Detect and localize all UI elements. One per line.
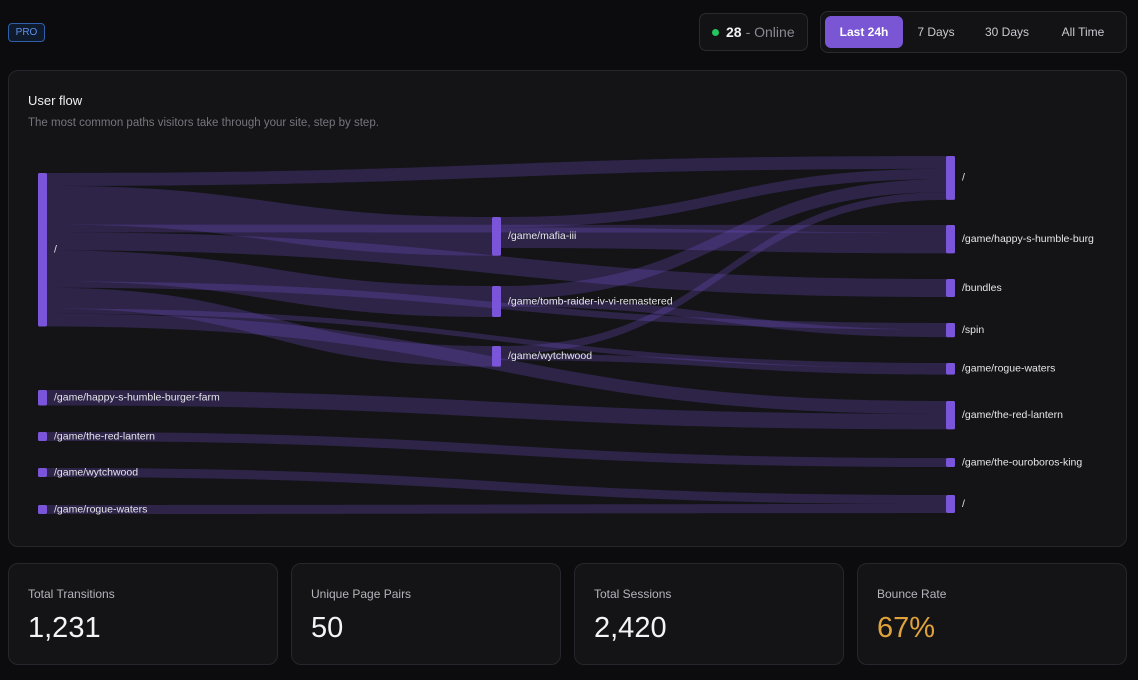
stat-card: Total Transitions 1,231 [8,563,278,665]
flow-node [946,363,955,375]
stat-label: Total Transitions [28,587,115,601]
online-count: 28 [726,24,742,40]
flow-node [492,286,501,317]
stat-card: Unique Page Pairs 50 [291,563,561,665]
online-label: - Online [745,24,795,40]
node-label: / [962,172,965,184]
stat-card: Bounce Rate 67% [857,563,1127,665]
flow-link [501,353,946,375]
flow-card: User flow The most common paths visitors… [8,70,1127,547]
node-label: /game/the-ouroboros-king [962,456,1082,468]
node-label: /game/happy-s-humble-burger-farm [54,392,220,404]
stat-card: Total Sessions 2,420 [574,563,844,665]
flow-link [47,308,946,369]
range-tab[interactable]: 30 Days [984,25,1030,39]
node-label: /game/wytchwood [54,466,138,478]
node-label: /game/tomb-raider-iv-vi-remastered [508,295,673,307]
flow-node [38,390,47,406]
flow-node [946,458,955,468]
flow-link [47,156,946,186]
flow-node [946,323,955,338]
stat-label: Total Sessions [594,587,672,601]
range-tab[interactable]: Last 24h [825,16,903,48]
node-label: / [54,244,57,256]
flow-link [47,185,492,256]
flow-link [501,179,946,299]
pro-badge: PRO [8,23,45,42]
card-title: User flow [28,93,83,108]
flow-node [38,432,47,442]
flow-node [946,279,955,298]
flow-node [946,225,955,254]
flow-link [47,432,946,468]
node-label: /spin [962,324,984,336]
stat-value: 2,420 [594,612,667,644]
flow-link [47,232,946,298]
flow-link [47,468,946,505]
online-indicator: 28- Online [699,13,808,51]
flow-node [38,173,47,327]
stat-label: Unique Page Pairs [311,587,412,601]
flow-link [501,227,946,254]
stat-value: 50 [311,612,344,644]
node-label: /game/rogue-waters [54,503,147,515]
flow-node [492,346,501,367]
flow-node [38,468,47,478]
flow-link [47,390,946,430]
flow-node [946,495,955,514]
card-subtitle: The most common paths visitors take thro… [28,117,379,129]
flow-node [946,156,955,200]
node-label: /game/wytchwood [508,350,592,362]
flow-node [38,505,47,515]
flow-link [47,504,946,515]
sankey: / /game/happy-s-humble-burger-farm/game/t… [38,156,1094,515]
stat-value: 1,231 [28,612,101,644]
flow-link [47,250,492,317]
node-label: /game/rogue-waters [962,363,1055,375]
flow-node [492,217,501,256]
flow-link [47,287,492,367]
node-label: /game/the-red-lantern [54,430,155,442]
stat-value: 67% [877,612,936,644]
node-label: /game/mafia-iii [508,230,576,242]
node-label: /bundles [962,282,1002,294]
flow-link [501,298,946,338]
node-label: / [962,498,965,510]
range-tabs: Last 24h 7 Days 30 Days All Time [820,11,1127,53]
flow-node [946,401,955,430]
flow-link [501,168,946,228]
node-label: /game/the-red-lantern [962,409,1063,421]
flow-link [501,192,946,354]
range-tab[interactable]: All Time [1061,25,1105,39]
range-tab[interactable]: 7 Days [917,25,955,39]
node-label: /game/happy-s-humble-burg [962,233,1094,245]
stat-label: Bounce Rate [877,587,947,601]
status-dot [712,29,719,36]
